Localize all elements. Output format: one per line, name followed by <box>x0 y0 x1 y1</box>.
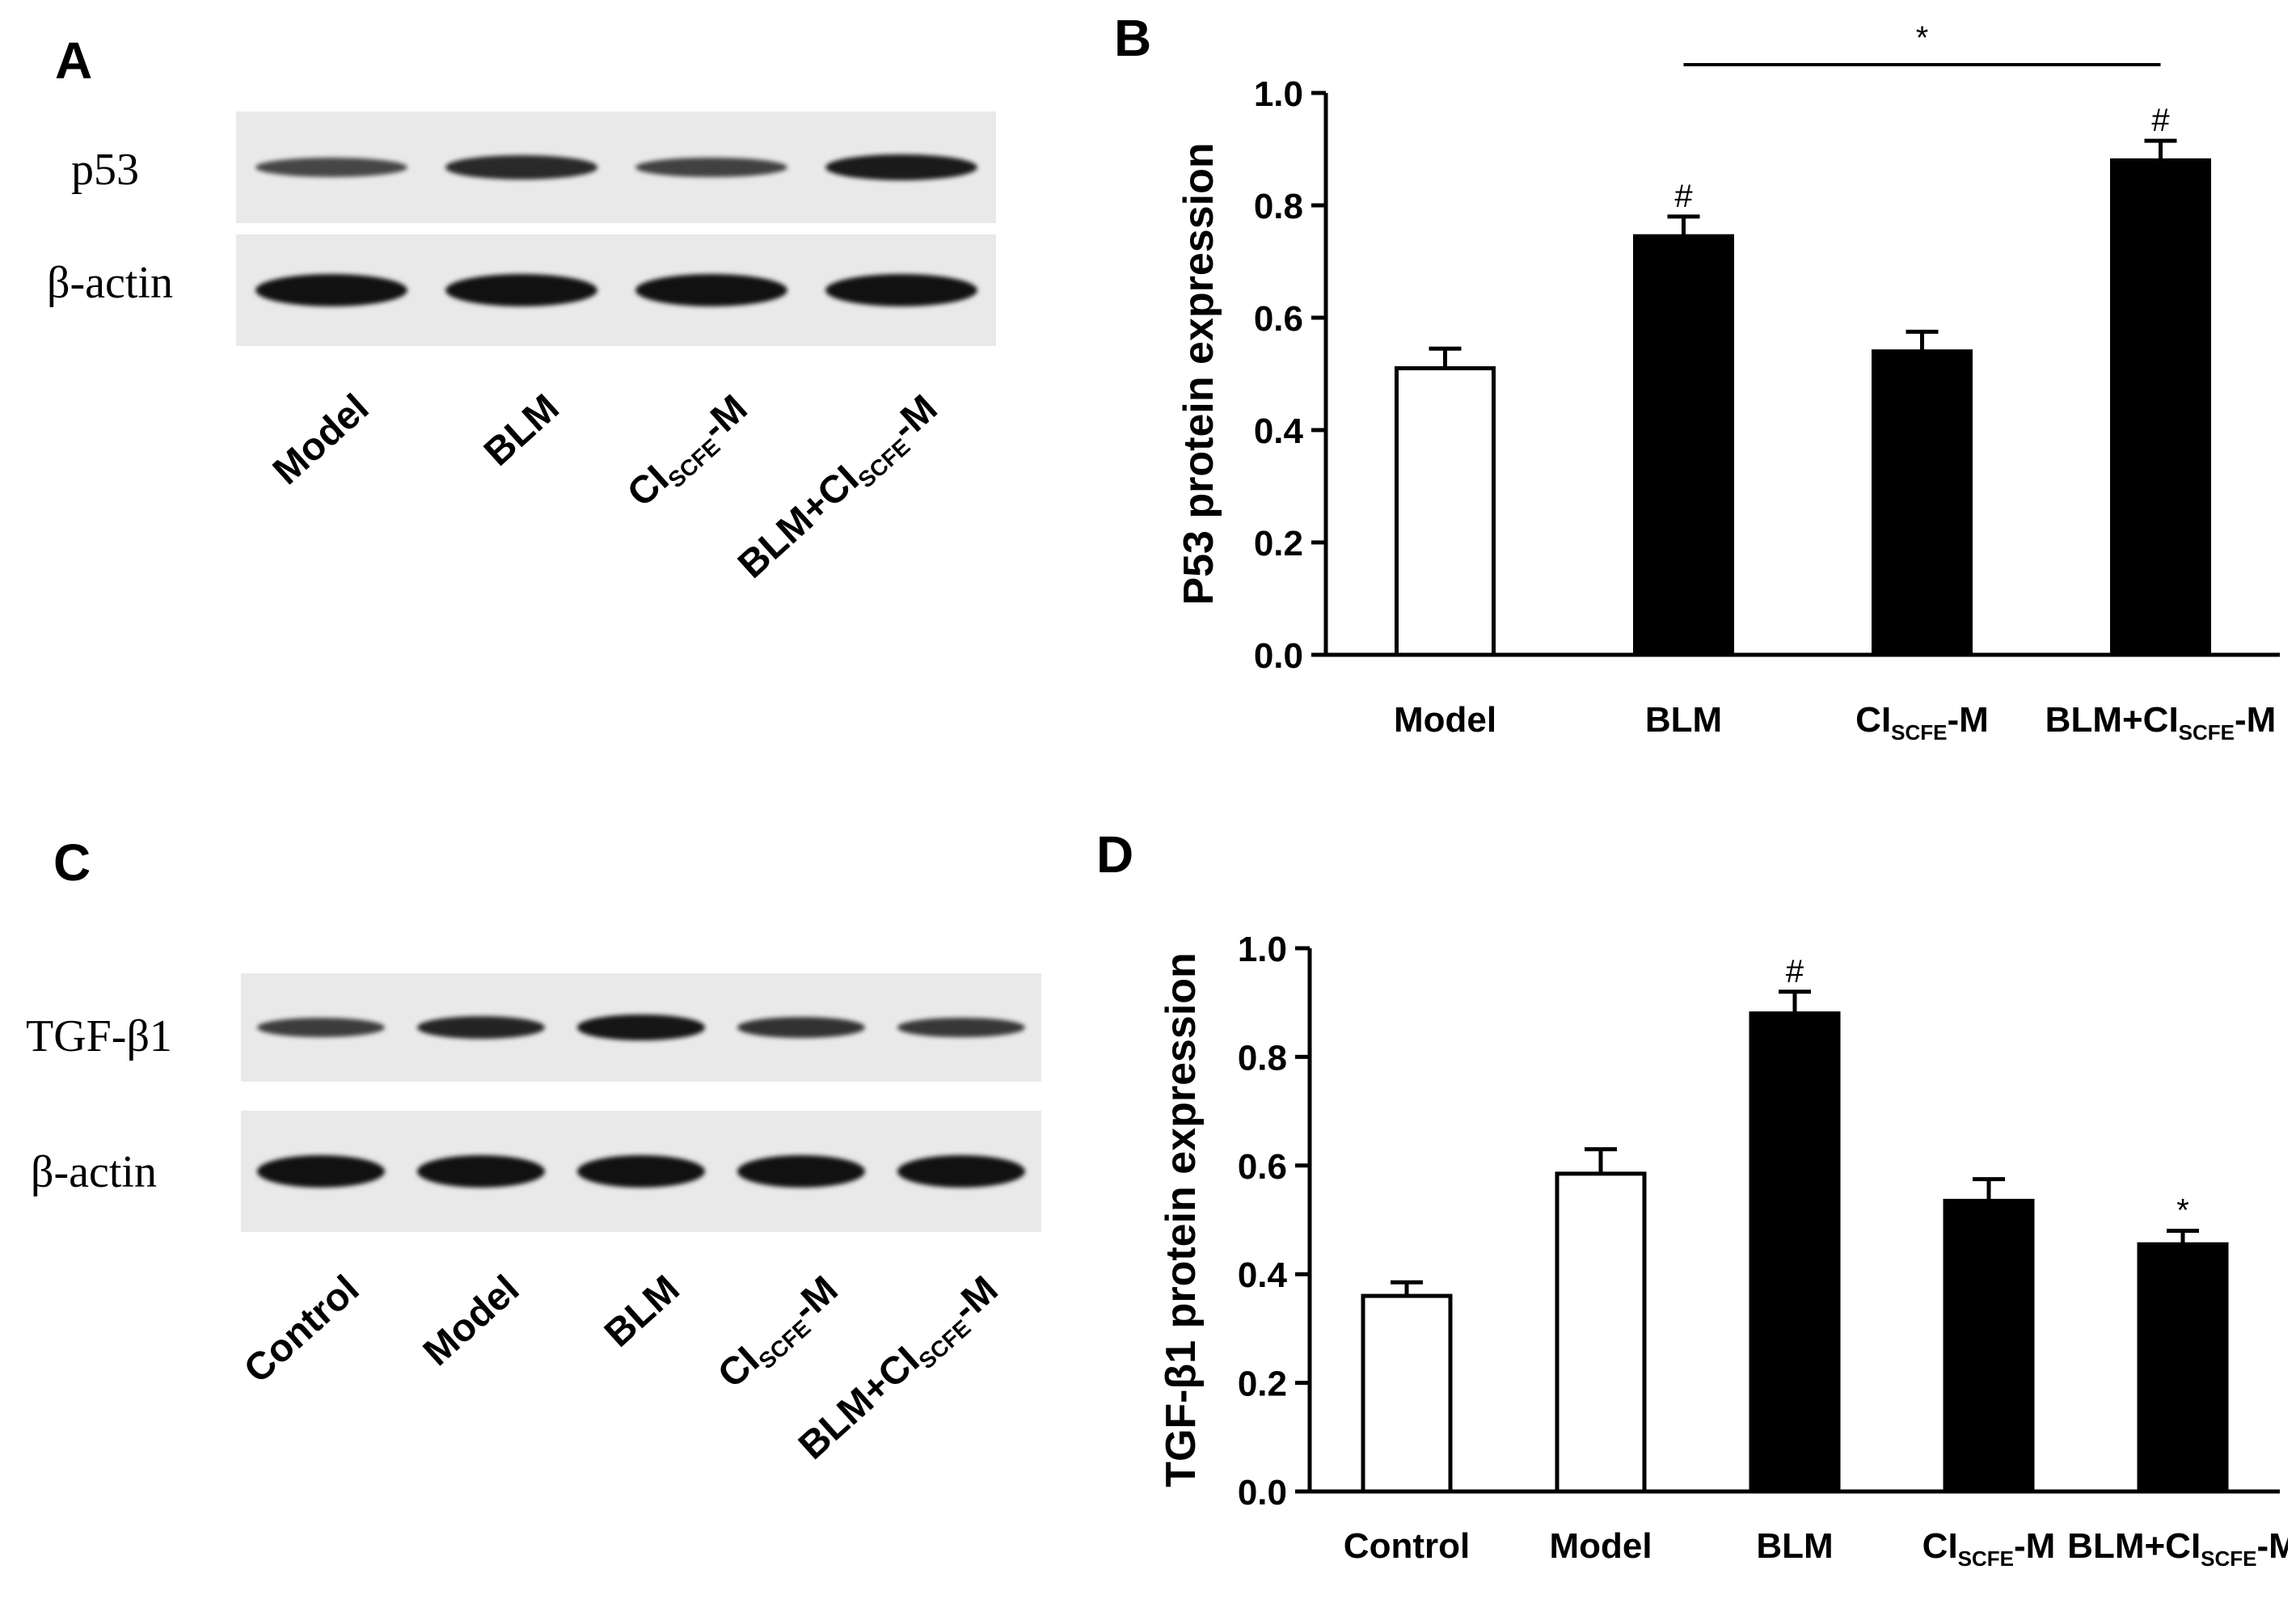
panel-letter-a: A <box>55 32 93 90</box>
blot-c-strip-actin <box>241 1111 1041 1232</box>
chart-d-category-label: Control <box>1344 1526 1470 1566</box>
chart-d: 0.0 0.2 0.4 0.6 0.8 1.0 TGF-β1 protein express… <box>1158 930 2288 1571</box>
blot-c-tgf-band-0 <box>256 1017 386 1038</box>
blot-c-tgf-band-3 <box>736 1017 866 1038</box>
blot-a-p53-band-3 <box>825 154 977 181</box>
chart-b-bar <box>1395 366 1496 657</box>
blot-a-lane-label-3: BLM+CISCFE-M <box>730 386 946 587</box>
chart-d-significance-mark: # <box>1786 954 1804 989</box>
chart-b-bar <box>1872 349 1973 657</box>
chart-d-y-axis-label: TGF-β1 protein expression <box>1158 952 1205 1487</box>
chart-d-y-tick-label: 0.6 <box>1238 1147 1287 1187</box>
chart-b-y-tick-label: 0.4 <box>1254 411 1304 451</box>
blot-c-lane-label-2: BLM <box>596 1267 688 1356</box>
blot-c-row-label-tgf: TGF-β1 <box>26 1011 172 1061</box>
blot-a-actin-band-3 <box>825 274 977 306</box>
chart-d-y-tick-label: 1.0 <box>1238 930 1287 969</box>
blot-a-actin-band-0 <box>255 274 407 306</box>
blot-a-lane-label-0: Model <box>264 386 378 493</box>
chart-b-y-tick-label: 0.0 <box>1254 636 1303 676</box>
chart-b-y-tick-label: 0.2 <box>1254 524 1303 563</box>
blot-a-p53-band-0 <box>255 158 407 177</box>
blot-c-row-label-actin: β-actin <box>31 1147 157 1197</box>
blot-c-actin-band-0 <box>256 1155 386 1188</box>
blot-a-p53-band-2 <box>635 157 787 178</box>
blot-c-tgf-band-4 <box>897 1017 1026 1038</box>
blot-c-actin-band-4 <box>897 1155 1026 1188</box>
chart-d-bar <box>1361 1293 1453 1494</box>
blot-a-row-label-p53: p53 <box>71 145 139 195</box>
blot-c-lane-label-0: Control <box>236 1267 368 1392</box>
chart-b-bar <box>1633 234 1734 657</box>
chart-b-bracket-label: * <box>1916 20 1929 56</box>
chart-d-bar <box>2137 1242 2229 1494</box>
chart-b-bar <box>2110 158 2211 657</box>
chart-b-y-tick-label: 0.6 <box>1254 299 1303 339</box>
chart-d-y-tick-label: 0.8 <box>1238 1038 1287 1078</box>
blot-a-strip-p53 <box>236 112 996 223</box>
blot-a-actin-band-2 <box>635 274 787 306</box>
chart-b-significance-mark: # <box>1674 179 1693 214</box>
blot-c-lane-label-3: CISCFE-M <box>710 1268 846 1397</box>
chart-d-category-label: Model <box>1549 1526 1652 1566</box>
chart-b-y-tick-label: 1.0 <box>1254 74 1303 114</box>
panel-letter-c: C <box>53 833 91 892</box>
chart-b: 0.0 0.2 0.4 0.6 0.8 1.0 P53 protein expression… <box>1175 20 2280 745</box>
blot-c-tgf-band-1 <box>416 1015 546 1040</box>
chart-b-category-label: Model <box>1394 700 1496 740</box>
chart-b-significance-mark: # <box>2151 103 2170 138</box>
chart-d-category-label: CISCFE-M <box>1922 1526 2056 1571</box>
panel-letter-b: B <box>1114 9 1152 67</box>
blot-a-lane-label-1: BLM <box>475 386 568 475</box>
blot-c-actin-band-1 <box>416 1155 546 1188</box>
blot-c-lane-label-1: Model <box>415 1267 528 1374</box>
chart-d-y-tick-label: 0.0 <box>1238 1473 1287 1513</box>
chart-d-bar <box>1555 1171 1647 1494</box>
chart-d-significance-mark: * <box>2176 1192 2189 1228</box>
chart-d-category-label: BLM <box>1756 1526 1833 1566</box>
blot-a-actin-band-1 <box>445 274 597 306</box>
chart-d-bar <box>1749 1011 1841 1494</box>
chart-d-category-label: BLM+CISCFE-M <box>2067 1526 2288 1571</box>
blot-c-actin-band-3 <box>736 1155 866 1188</box>
blot-c-strip-tgf <box>241 973 1041 1082</box>
chart-d-y-tick-label: 0.4 <box>1238 1255 1288 1295</box>
chart-b-y-tick-label: 0.8 <box>1254 187 1303 226</box>
chart-b-category-label: BLM <box>1645 700 1722 740</box>
chart-b-category-label: BLM+CISCFE-M <box>2045 700 2277 745</box>
chart-b-category-label: CISCFE-M <box>1855 700 1989 745</box>
blot-a-strip-actin <box>236 234 996 346</box>
blot-c-actin-band-2 <box>576 1155 706 1188</box>
chart-d-y-tick-label: 0.2 <box>1238 1365 1287 1404</box>
panel-letter-d: D <box>1096 825 1134 884</box>
blot-a-lane-label-2: CISCFE-M <box>619 386 756 516</box>
blot-a-row-label-actin: β-actin <box>47 258 173 308</box>
blot-c-tgf-band-2 <box>576 1015 706 1040</box>
chart-b-y-axis-label: P53 protein expression <box>1175 142 1222 605</box>
blot-a-p53-band-1 <box>445 155 597 179</box>
chart-d-bar <box>1943 1198 2035 1494</box>
